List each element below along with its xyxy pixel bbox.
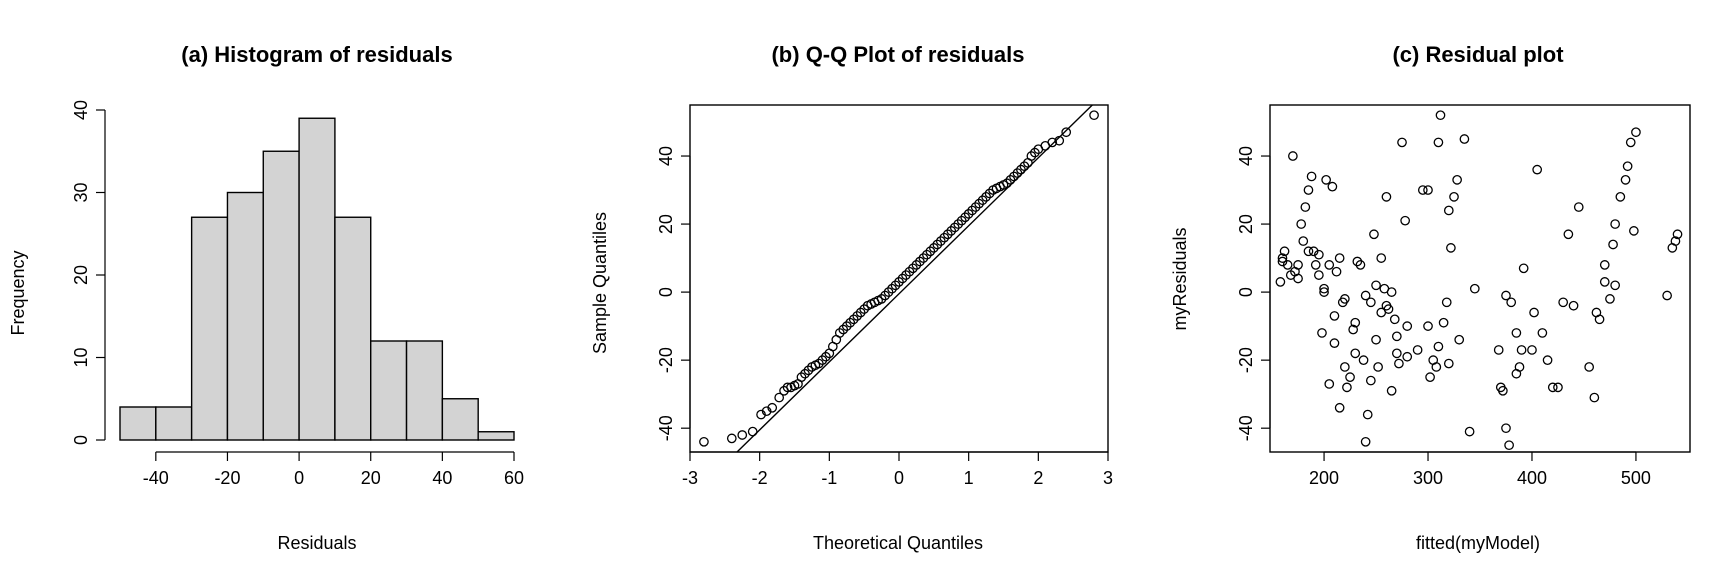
histogram-x-axis-tick-label: -40 [143,468,169,488]
qq-y-axis-tick-label: 40 [656,146,676,166]
qq-x-axis-tick-label: 0 [894,468,904,488]
histogram-bar [263,151,299,440]
histogram-bar [192,217,228,440]
residual-xlabel: fitted(myModel) [1416,533,1540,553]
qq-xlabel: Theoretical Quantiles [813,533,983,553]
histogram-y-axis-tick-label: 30 [71,182,91,202]
qq-x-axis-tick-label: -1 [821,468,837,488]
histogram-x-axis-tick-label: 20 [361,468,381,488]
histogram-ylabel: Frequency [8,250,28,335]
histogram-x-axis-tick-label: 60 [504,468,524,488]
histogram-bar [407,341,443,440]
qq-x-axis-tick-label: 3 [1103,468,1113,488]
histogram-x-axis-tick-label: 40 [432,468,452,488]
histogram-bar [478,432,514,440]
residual-y-axis-tick-label: 20 [1236,214,1256,234]
histogram-y-axis-tick-label: 20 [71,265,91,285]
qq-x-axis-tick-label: 1 [964,468,974,488]
residual-x-axis-tick-label: 500 [1621,468,1651,488]
residual-title: (c) Residual plot [1392,42,1564,67]
histogram-x-axis-tick-label: -20 [214,468,240,488]
qq-title: (b) Q-Q Plot of residuals [771,42,1024,67]
histogram-y-axis-tick-label: 40 [71,100,91,120]
qq-y-axis-tick-label: 20 [656,214,676,234]
histogram-bar [371,341,407,440]
histogram-y-axis-tick-label: 0 [71,435,91,445]
qq-x-axis-tick-label: -2 [752,468,768,488]
qq-x-axis-tick-label: -3 [682,468,698,488]
residual-y-axis-tick-label: -40 [1236,415,1256,441]
residual-x-axis-tick-label: 400 [1517,468,1547,488]
histogram-bar [299,118,335,440]
residual-y-axis-tick-label: -20 [1236,347,1256,373]
histogram-bar [442,399,478,440]
qq-ylabel: Sample Quantiles [590,212,610,354]
histogram-title: (a) Histogram of residuals [181,42,452,67]
histogram-bar [156,407,192,440]
qq-y-axis-tick-label: 0 [656,287,676,297]
residual-y-axis-tick-label: 40 [1236,146,1256,166]
residual-x-axis-tick-label: 300 [1413,468,1443,488]
histogram-bar [227,193,263,441]
residual-y-axis-tick-label: 0 [1236,287,1256,297]
qq-x-axis-tick-label: 2 [1033,468,1043,488]
qq-y-axis-tick-label: -20 [656,347,676,373]
residual-x-axis-tick-label: 200 [1309,468,1339,488]
histogram-bar [120,407,156,440]
histogram-y-axis-tick-label: 10 [71,347,91,367]
qq-y-axis-tick-label: -40 [656,415,676,441]
residual-ylabel: myResiduals [1170,227,1190,330]
histogram-x-axis-tick-label: 0 [294,468,304,488]
histogram-bar [335,217,371,440]
histogram-xlabel: Residuals [277,533,356,553]
